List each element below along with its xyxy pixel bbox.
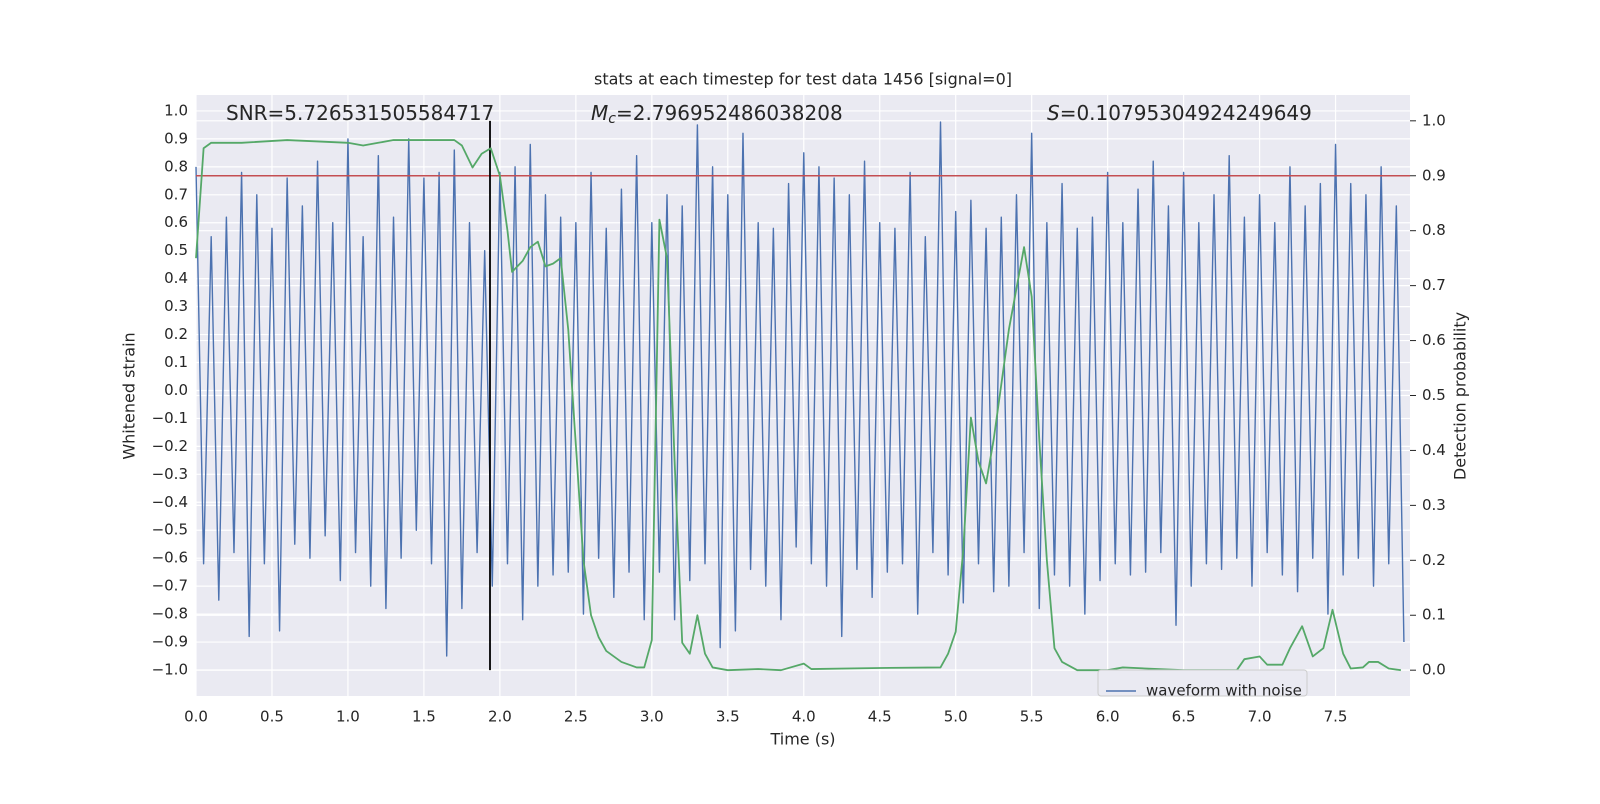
y2-tick-label: 0.8 <box>1422 221 1446 239</box>
annotation-text: SNR=5.726531505584717 <box>226 101 494 125</box>
labels: 0.0 0.5 1.0 1.5 2.0 2.5 3.0 3.5 4.0 4.5 5.0 5.5 6.0 6… <box>152 101 1446 726</box>
annotation-text: =2.796952486038208 <box>616 101 843 125</box>
probability-line <box>195 139 1402 672</box>
x-tick-label: 7.0 <box>1248 708 1272 726</box>
x-tick-label: 5.5 <box>1020 708 1044 726</box>
x-axis-label: Time (s) <box>769 730 835 749</box>
legend-label: waveform with noise <box>1146 682 1302 700</box>
y-tick-label: −1.0 <box>152 661 188 679</box>
marks <box>195 120 1410 672</box>
y-tick-label: 0.0 <box>164 381 188 399</box>
y-axis-label: Whitened strain <box>120 332 139 459</box>
y2-tick-label: 0.7 <box>1422 276 1446 294</box>
x-tick-label: 6.0 <box>1096 708 1120 726</box>
legend-box <box>1097 669 1308 697</box>
y-tick-label: 0.8 <box>164 157 188 175</box>
y-tick-label: −0.2 <box>152 437 188 455</box>
chart-title: stats at each timestep for test data 145… <box>594 70 1012 89</box>
annotation-text: =0.10795304924249649 <box>1060 101 1312 125</box>
y-tick-label: 0.6 <box>164 213 188 231</box>
x-tick-label: 6.5 <box>1172 708 1196 726</box>
y-tick-label: 1.0 <box>164 101 188 119</box>
y-tick-label: −0.9 <box>152 633 188 651</box>
x-tick-label: 2.5 <box>564 708 588 726</box>
x-tick-label: 3.5 <box>716 708 740 726</box>
y2-tick-label: 0.6 <box>1422 331 1446 349</box>
y-tick-label: −0.8 <box>152 605 188 623</box>
annotation: Mc=2.796952486038208 <box>591 101 843 128</box>
x-tick-label: 0.0 <box>184 708 208 726</box>
y2-tick-label: 1.0 <box>1422 111 1446 129</box>
y-tick-label: 0.9 <box>164 129 188 147</box>
legend: waveform with noise <box>1097 669 1308 700</box>
y2-tick-label: 0.3 <box>1422 496 1446 514</box>
y-tick-label: −0.1 <box>152 409 188 427</box>
y2-tick-label: 0.2 <box>1422 551 1446 569</box>
annotation-symbol: M <box>591 101 608 125</box>
x-tick-label: 4.5 <box>868 708 892 726</box>
y2-tick-label: 0.0 <box>1422 661 1446 679</box>
y-tick-label: −0.7 <box>152 577 188 595</box>
annotation-subscript: c <box>608 111 616 127</box>
annotation: S=0.10795304924249649 <box>1047 101 1312 125</box>
y2-tick-label: 0.4 <box>1422 441 1446 459</box>
y-tick-label: 0.4 <box>164 269 188 287</box>
y2-tick-label: 0.9 <box>1422 166 1446 184</box>
annotation-symbol: S <box>1047 101 1060 125</box>
y-tick-label: 0.2 <box>164 325 188 343</box>
x-tick-label: 1.0 <box>336 708 360 726</box>
x-tick-label: 4.0 <box>792 708 816 726</box>
x-tick-label: 3.0 <box>640 708 664 726</box>
waveform-line <box>195 121 1405 657</box>
x-tick-label: 1.5 <box>412 708 436 726</box>
y-tick-label: −0.5 <box>152 521 188 539</box>
y2-axis-label: Detection probability <box>1451 312 1470 480</box>
y-tick-label: 0.5 <box>164 241 188 259</box>
x-tick-label: 0.5 <box>260 708 284 726</box>
y-tick-label: 0.3 <box>164 297 188 315</box>
x-tick-label: 2.0 <box>488 708 512 726</box>
y-tick-label: 0.1 <box>164 353 188 371</box>
x-tick-label: 7.5 <box>1324 708 1348 726</box>
x-tick-label: 5.0 <box>944 708 968 726</box>
y-tick-label: −0.6 <box>152 549 188 567</box>
grid <box>195 95 1410 696</box>
y2-tick-label: 0.5 <box>1422 386 1446 404</box>
y-tick-label: 0.7 <box>164 185 188 203</box>
annotation: SNR=5.726531505584717 <box>226 101 494 125</box>
y-tick-label: −0.4 <box>152 493 188 511</box>
y-tick-label: −0.3 <box>152 465 188 483</box>
y2-tick-label: 0.1 <box>1422 606 1446 624</box>
